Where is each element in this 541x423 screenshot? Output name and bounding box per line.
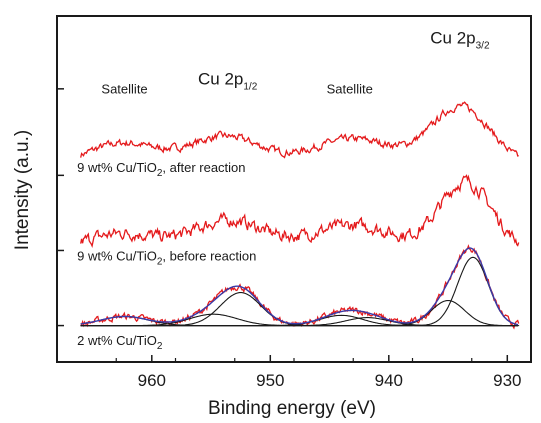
series-label-1: 9 wt% Cu/TiO2, before reaction: [77, 249, 256, 268]
x-tick-label: 930: [493, 371, 521, 390]
series-label-2: 2 wt% Cu/TiO2: [77, 333, 163, 352]
annotation-cu-2p: Cu 2p1/2: [198, 69, 258, 92]
annotation-satellite: Satellite: [101, 81, 147, 96]
annotation-cu-2p: Cu 2p3/2: [430, 28, 490, 51]
curves-layer: [80, 101, 520, 330]
fit-envelope: [80, 247, 519, 326]
y-axis-title: Intensity (a.u.): [12, 130, 33, 250]
x-tick-label: 950: [256, 371, 284, 390]
y-axis-ticks: [57, 88, 64, 327]
annotation-satellite: Satellite: [327, 81, 373, 96]
x-axis-ticks: 960 950 940 930: [56, 355, 532, 390]
series-labels: 9 wt% Cu/TiO2, after reaction 9 wt% Cu/Ti…: [77, 160, 256, 352]
series-line-0: [80, 101, 519, 159]
series-line-1: [80, 174, 520, 248]
series-label-0: 9 wt% Cu/TiO2, after reaction: [77, 160, 245, 179]
peak-annotations: Satellite Cu 2p1/2 Satellite Cu 2p3/2: [101, 28, 490, 96]
x-axis-title: Binding energy (eV): [208, 398, 376, 419]
x-tick-label: 940: [375, 371, 403, 390]
fit-component-5: [80, 299, 518, 327]
x-tick-label: 960: [138, 371, 166, 390]
fit-component-6: [80, 256, 519, 327]
